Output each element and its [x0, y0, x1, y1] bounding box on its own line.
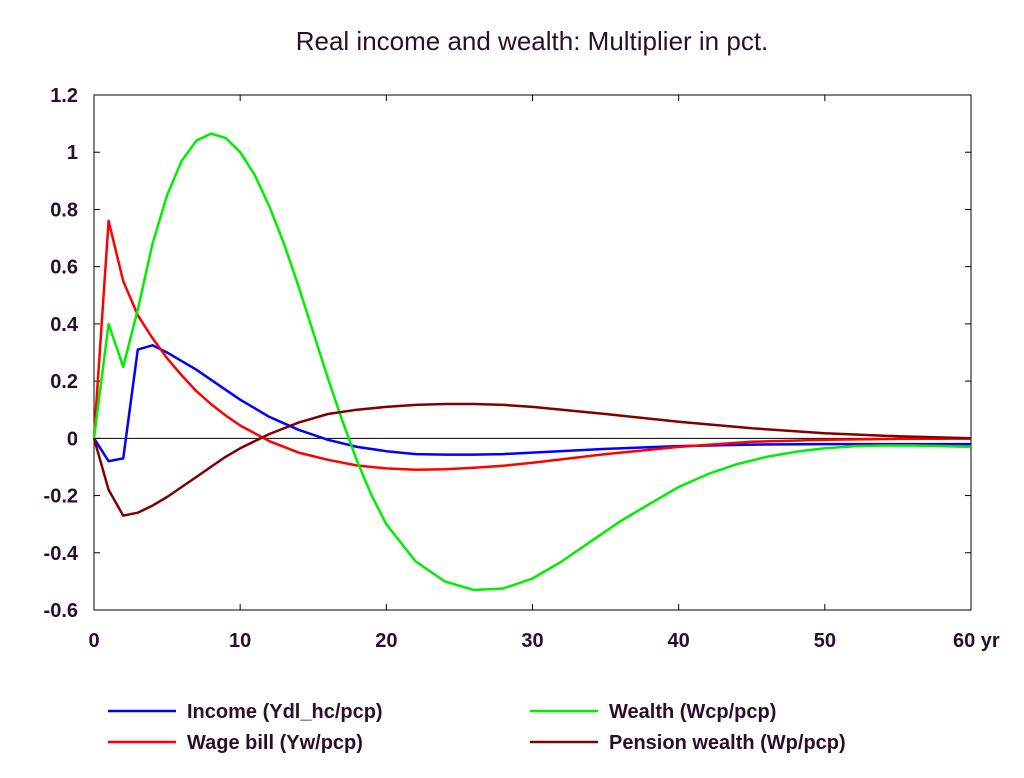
legend-item: Wage bill (Yw/pcp) — [108, 732, 363, 754]
plot-frame — [93, 94, 972, 611]
y-tick-label: 1.2 — [50, 85, 78, 107]
legend-label: Wealth (Wcp/pcp) — [609, 701, 776, 723]
x-tick-label: 30 — [521, 630, 543, 652]
x-tick-label: 60 yr — [953, 630, 1000, 652]
x-tick-label: 20 — [375, 630, 397, 652]
x-tick-label: 0 — [88, 630, 99, 652]
legend-item: Income (Ydl_hc/pcp) — [108, 701, 383, 723]
series-line-3 — [92, 402, 972, 517]
y-tick-label: 1 — [67, 142, 78, 164]
legend-label: Pension wealth (Wp/pcp) — [609, 732, 846, 754]
legend-label: Income (Ydl_hc/pcp) — [187, 701, 383, 723]
legend-item: Wealth (Wcp/pcp) — [530, 701, 776, 723]
chart-title: Real income and wealth: Multiplier in pc… — [296, 26, 769, 56]
series-line-2 — [92, 132, 972, 592]
series-layer — [92, 132, 972, 592]
legend: Income (Ydl_hc/pcp) Wealth (Wcp/pcp) Wage … — [108, 701, 846, 754]
y-tick-label: 0.6 — [50, 257, 78, 279]
y-tick-label: 0.8 — [50, 199, 78, 221]
y-tick-label: 0 — [67, 428, 78, 450]
y-tick-label: 0.2 — [50, 371, 78, 393]
legend-item: Pension wealth (Wp/pcp) — [530, 732, 846, 754]
y-tick-label: 0.4 — [50, 314, 79, 336]
y-tick-label: -0.6 — [44, 600, 78, 622]
y-tick-label: -0.4 — [44, 543, 79, 565]
legend-label: Wage bill (Yw/pcp) — [187, 732, 363, 754]
x-tick-label: 10 — [229, 630, 251, 652]
series-line-1 — [92, 219, 972, 472]
x-tick-label: 40 — [668, 630, 690, 652]
x-tick-label: 50 — [814, 630, 836, 652]
y-tick-label: -0.2 — [44, 486, 78, 508]
series-line-0 — [92, 344, 971, 463]
axes: -0.6 -0.4 -0.2 0 0.2 0.4 0.6 0.8 1 1.2 0 10 20 30 40 50… — [44, 85, 1000, 652]
